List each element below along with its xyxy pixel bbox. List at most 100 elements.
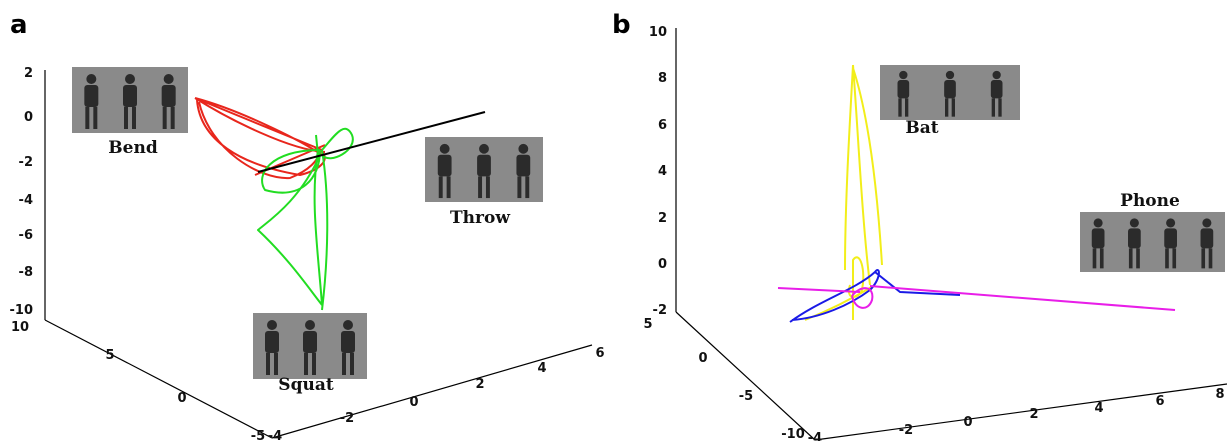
action-label: Squat — [278, 375, 334, 395]
silhouette — [350, 353, 354, 375]
silhouette — [1129, 248, 1133, 268]
x-tick-label: 4 — [1094, 401, 1103, 416]
silhouette — [265, 331, 279, 353]
silhouette — [516, 155, 530, 177]
silhouette — [479, 144, 489, 154]
silhouette — [125, 74, 135, 84]
z-tick-label: 2 — [658, 211, 667, 226]
silhouette — [945, 98, 948, 116]
z-tick-label: -2 — [19, 155, 33, 170]
x-tick-label: 6 — [595, 346, 604, 361]
silhouette — [84, 85, 98, 107]
action-label: Bend — [108, 138, 158, 158]
figure: a b Bend Throw Squat Bat Phone 20-2-4-6-… — [0, 0, 1227, 441]
silhouette — [1094, 218, 1103, 227]
silhouette — [905, 98, 908, 116]
z-tick-label: 2 — [24, 66, 33, 81]
silhouette — [478, 176, 482, 198]
silhouette — [518, 144, 528, 154]
x-tick-label: 2 — [475, 377, 484, 392]
silhouette — [944, 80, 956, 98]
x-tick-label: -2 — [899, 423, 913, 438]
action-label: Bat — [905, 118, 938, 138]
silhouette — [898, 80, 910, 98]
silhouette — [93, 107, 97, 129]
silhouette — [899, 71, 907, 79]
z-tick-label: -8 — [19, 265, 33, 280]
silhouette — [304, 353, 308, 375]
silhouette — [164, 74, 174, 84]
y-tick-label: -10 — [781, 427, 805, 441]
z-tick-label: 4 — [658, 164, 667, 179]
silhouette — [946, 71, 954, 79]
silhouette — [447, 176, 451, 198]
silhouette — [86, 74, 96, 84]
y-tick-label: 5 — [643, 317, 652, 332]
action-label: Phone — [1120, 191, 1180, 211]
z-tick-label: -2 — [653, 303, 667, 318]
silhouette — [1128, 228, 1141, 248]
silhouette — [439, 176, 443, 198]
x-tick-label: -4 — [808, 431, 822, 441]
x-tick-label: -2 — [340, 411, 354, 426]
silhouette — [525, 176, 529, 198]
y-tick-label: 0 — [698, 351, 707, 366]
silhouette — [1172, 248, 1176, 268]
action-label: Throw — [450, 208, 510, 228]
z-tick-label: 6 — [658, 118, 667, 133]
silhouette — [1201, 248, 1205, 268]
silhouette — [1165, 248, 1169, 268]
z-tick-label: 0 — [24, 110, 33, 125]
silhouette — [1136, 248, 1140, 268]
y-tick-label: -5 — [251, 429, 265, 441]
y-tick-label: 0 — [177, 391, 186, 406]
silhouette — [1092, 228, 1105, 248]
silhouette — [303, 331, 317, 353]
silhouette — [992, 98, 995, 116]
x-tick-label: -4 — [268, 429, 282, 441]
silhouette — [124, 107, 128, 129]
x-tick-label: 0 — [963, 415, 972, 430]
x-tick-label: 4 — [537, 361, 546, 376]
silhouette — [477, 155, 491, 177]
z-tick-label: 0 — [658, 257, 667, 272]
silhouette — [85, 107, 89, 129]
silhouette — [1093, 248, 1097, 268]
trajectories-a — [195, 98, 485, 310]
silhouette — [341, 331, 355, 353]
x-tick-label: 6 — [1155, 394, 1164, 409]
silhouette — [305, 320, 315, 330]
panel-label: a — [10, 10, 28, 40]
silhouette — [993, 71, 1001, 79]
x-tick-label: 0 — [409, 395, 418, 410]
silhouette — [162, 85, 176, 107]
silhouette — [343, 320, 353, 330]
silhouette — [1209, 248, 1213, 268]
silhouette — [312, 353, 316, 375]
silhouette — [274, 353, 278, 375]
panel-label: b — [612, 10, 631, 40]
silhouette — [898, 98, 901, 116]
silhouette — [991, 80, 1003, 98]
y-tick-label: 10 — [11, 320, 29, 335]
silhouette — [1166, 218, 1175, 227]
silhouette — [952, 98, 955, 116]
x-tick-label: 2 — [1029, 407, 1038, 422]
y-tick-label: 5 — [105, 348, 114, 363]
silhouette — [267, 320, 277, 330]
x-tick-label: 8 — [1215, 387, 1224, 402]
silhouette — [440, 144, 450, 154]
z-tick-label: -10 — [10, 303, 34, 318]
silhouette — [163, 107, 167, 129]
z-tick-label: 8 — [658, 71, 667, 86]
silhouette — [1130, 218, 1139, 227]
z-tick-label: -4 — [19, 193, 33, 208]
silhouette — [517, 176, 521, 198]
y-tick-label: -5 — [739, 389, 753, 404]
silhouette — [123, 85, 137, 107]
silhouette — [171, 107, 175, 129]
silhouette — [1201, 228, 1214, 248]
silhouette — [1202, 218, 1211, 227]
silhouette — [266, 353, 270, 375]
silhouette — [1164, 228, 1177, 248]
